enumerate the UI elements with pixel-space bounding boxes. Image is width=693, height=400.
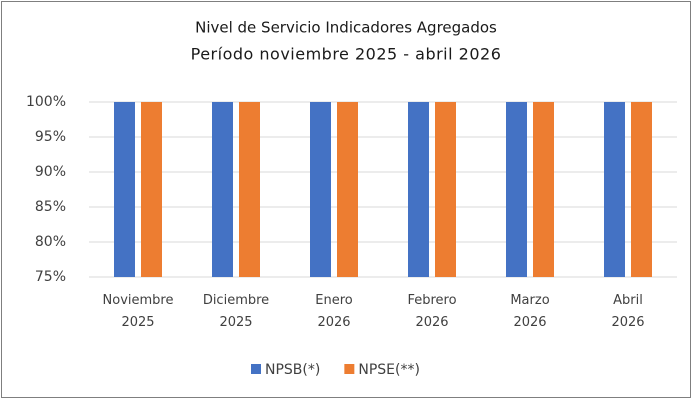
legend-label: NPSE(**) [358, 362, 420, 378]
bar [506, 102, 527, 277]
y-tick-label: 85% [35, 199, 66, 215]
chart-subtitle: Período noviembre 2025 - abril 2026 [191, 45, 502, 64]
bar [141, 102, 162, 277]
x-tick-label: Marzo 2026 [510, 293, 549, 330]
x-tick-label: Diciembre 2025 [203, 293, 269, 330]
y-tick-label: 90% [35, 164, 66, 180]
bar [337, 102, 358, 277]
x-tick-label: Abril 2026 [611, 293, 644, 330]
bar [435, 102, 456, 277]
bar [310, 102, 331, 277]
bar [212, 102, 233, 277]
bar [114, 102, 135, 277]
y-tick-label: 95% [35, 129, 66, 145]
y-tick-label: 80% [35, 234, 66, 250]
bar [604, 102, 625, 277]
x-tick-label: Febrero 2026 [407, 293, 456, 330]
bar [631, 102, 652, 277]
y-tick-label: 75% [35, 269, 66, 285]
y-tick-label: 100% [26, 94, 66, 110]
legend-swatch [251, 364, 261, 374]
bar [408, 102, 429, 277]
legend-swatch [344, 364, 355, 374]
bar [533, 102, 554, 277]
x-tick-label: Noviembre 2025 [103, 293, 174, 330]
legend-label: NPSB(*) [265, 362, 320, 378]
bar [239, 102, 260, 277]
chart-title: Nivel de Servicio Indicadores Agregados [195, 19, 497, 37]
x-tick-label: Enero 2026 [315, 293, 353, 330]
